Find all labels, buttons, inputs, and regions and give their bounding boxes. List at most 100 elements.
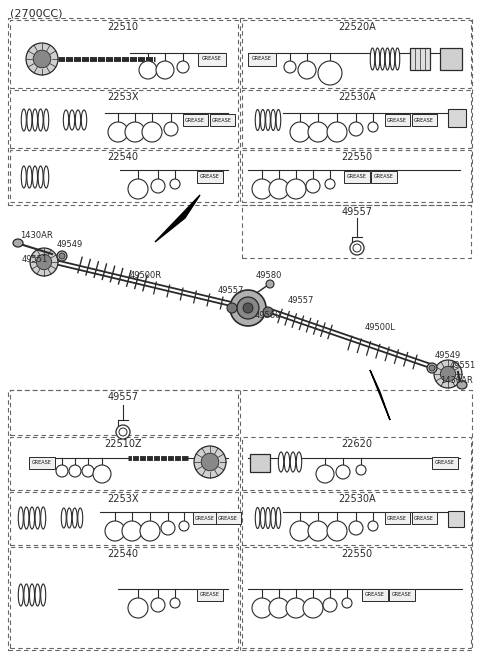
FancyBboxPatch shape [29,457,55,469]
Ellipse shape [81,110,87,130]
Ellipse shape [395,48,400,70]
Text: GREASE: GREASE [387,117,407,123]
FancyBboxPatch shape [182,114,207,126]
Text: 1430AR: 1430AR [20,231,53,240]
Ellipse shape [290,521,310,541]
Text: 22510: 22510 [108,22,139,32]
Ellipse shape [298,61,316,79]
Polygon shape [370,370,390,420]
FancyBboxPatch shape [411,512,436,524]
Text: GREASE: GREASE [218,516,238,520]
Ellipse shape [177,61,189,73]
Ellipse shape [427,363,437,373]
FancyBboxPatch shape [384,114,409,126]
Ellipse shape [380,48,385,70]
Ellipse shape [265,110,270,130]
Ellipse shape [316,465,334,483]
Ellipse shape [269,179,289,199]
Text: 2253X: 2253X [107,494,139,504]
Bar [8,390,472,650]
Ellipse shape [434,360,462,388]
FancyBboxPatch shape [389,589,415,601]
Text: GREASE: GREASE [414,516,434,520]
Ellipse shape [24,584,29,606]
Ellipse shape [350,241,364,255]
FancyBboxPatch shape [216,512,240,524]
Text: 22540: 22540 [108,152,139,162]
Ellipse shape [156,61,174,79]
Ellipse shape [385,48,390,70]
Ellipse shape [353,244,361,252]
Text: 49580: 49580 [256,271,282,280]
Text: GREASE: GREASE [32,460,52,466]
Ellipse shape [276,507,281,529]
Text: 22540: 22540 [108,549,139,559]
Text: 49551: 49551 [450,361,476,370]
Text: 49549: 49549 [57,240,83,249]
FancyBboxPatch shape [384,512,409,524]
Text: GREASE: GREASE [392,593,412,597]
Ellipse shape [116,425,130,439]
Ellipse shape [30,248,58,276]
Bar [10,547,238,648]
Ellipse shape [255,110,260,130]
Text: 49557: 49557 [288,296,314,305]
Ellipse shape [21,166,26,188]
Ellipse shape [368,122,378,132]
Ellipse shape [342,598,352,608]
Ellipse shape [164,122,178,136]
Ellipse shape [59,253,65,259]
Ellipse shape [170,598,180,608]
Ellipse shape [61,508,66,528]
Ellipse shape [286,598,306,618]
Ellipse shape [457,381,467,389]
Ellipse shape [67,508,72,528]
Ellipse shape [255,507,260,529]
Ellipse shape [318,61,342,85]
Ellipse shape [13,239,23,247]
Ellipse shape [286,179,306,199]
Ellipse shape [296,452,302,472]
FancyBboxPatch shape [192,512,217,524]
Ellipse shape [237,297,259,319]
FancyBboxPatch shape [440,48,462,70]
Ellipse shape [284,452,290,472]
FancyBboxPatch shape [448,109,466,127]
Polygon shape [155,195,200,242]
Ellipse shape [161,521,175,535]
Ellipse shape [56,465,68,477]
Ellipse shape [63,110,69,130]
Text: GREASE: GREASE [252,57,272,61]
Text: 1430AR: 1430AR [440,376,473,385]
Ellipse shape [33,109,37,131]
Ellipse shape [170,179,180,189]
Text: 22530A: 22530A [338,494,376,504]
Bar [242,492,471,545]
Text: GREASE: GREASE [435,460,455,466]
Ellipse shape [278,452,284,472]
Ellipse shape [93,465,111,483]
Ellipse shape [284,61,296,73]
Ellipse shape [276,110,281,130]
Text: GREASE: GREASE [347,175,367,179]
FancyBboxPatch shape [198,53,226,65]
Ellipse shape [151,179,165,193]
Text: 22520A: 22520A [338,22,376,32]
Ellipse shape [194,446,226,478]
FancyBboxPatch shape [209,114,235,126]
FancyBboxPatch shape [250,454,270,472]
Ellipse shape [179,521,189,531]
Ellipse shape [368,521,378,531]
Ellipse shape [29,507,35,529]
Ellipse shape [375,48,380,70]
Ellipse shape [119,428,127,436]
Text: 49557: 49557 [341,207,372,217]
Ellipse shape [261,110,265,130]
Text: GREASE: GREASE [185,117,205,123]
Ellipse shape [125,122,145,142]
Ellipse shape [201,453,219,471]
Text: 49500R: 49500R [130,271,162,280]
Ellipse shape [429,365,435,371]
Ellipse shape [82,465,94,477]
Bar [242,437,471,490]
